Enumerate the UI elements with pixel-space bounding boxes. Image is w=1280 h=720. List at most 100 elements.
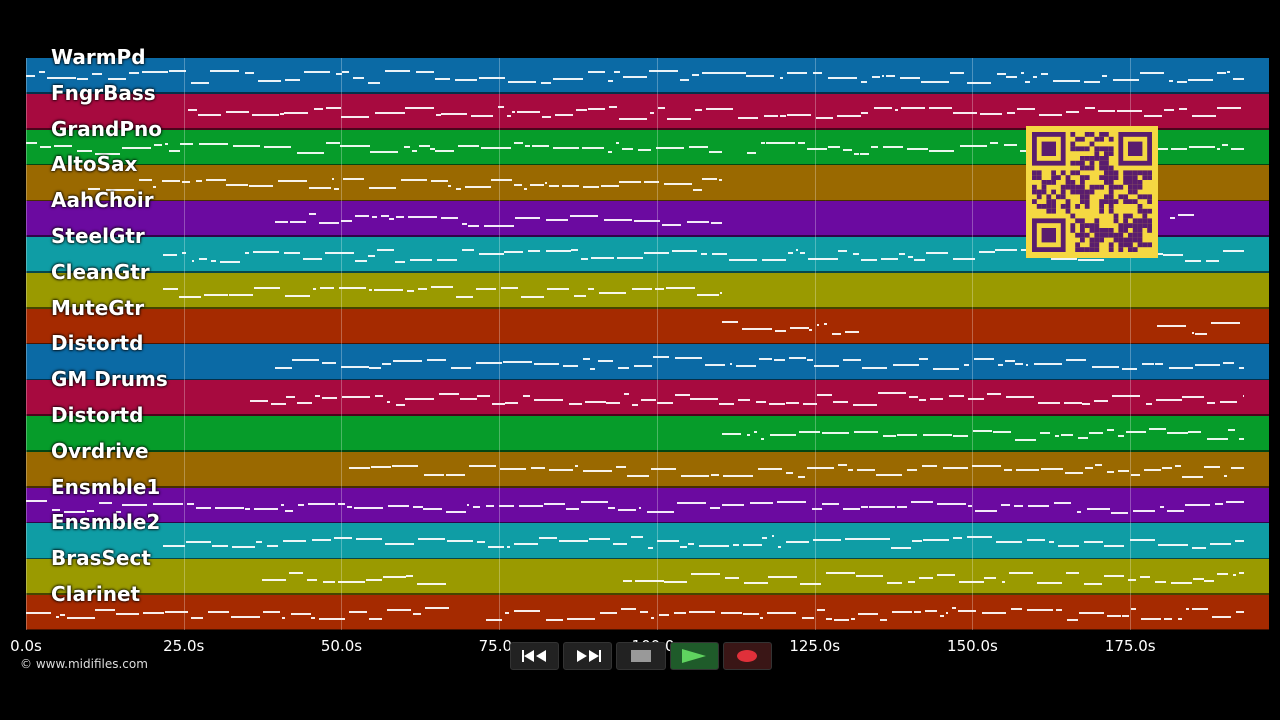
track-row (26, 487, 1269, 524)
note (1191, 547, 1206, 550)
note (1158, 543, 1188, 546)
note (696, 294, 720, 297)
note (451, 366, 472, 369)
note (342, 71, 350, 74)
note (436, 114, 441, 117)
rewind-button[interactable] (510, 642, 560, 670)
note (1055, 609, 1063, 612)
track-label: FngrBass (51, 80, 156, 105)
note (1177, 81, 1187, 84)
note (587, 70, 605, 73)
note (948, 394, 965, 397)
note (281, 504, 284, 507)
note (590, 256, 615, 259)
note (1231, 467, 1245, 470)
note (563, 365, 578, 368)
note (341, 116, 370, 119)
note (674, 394, 691, 397)
note (483, 225, 514, 228)
time-tick-label: 25.0s (163, 637, 205, 655)
note (729, 363, 733, 366)
note (1167, 510, 1185, 513)
note (168, 70, 187, 73)
note (481, 146, 512, 149)
note (607, 150, 613, 153)
note (308, 213, 317, 216)
note (812, 72, 823, 75)
note (544, 182, 547, 184)
note (771, 535, 775, 538)
note (861, 506, 869, 509)
note (1230, 148, 1245, 151)
note (39, 70, 46, 73)
note (208, 610, 230, 613)
stop-button[interactable] (616, 642, 666, 670)
record-button[interactable] (722, 642, 773, 670)
note (698, 544, 729, 547)
note (974, 358, 995, 361)
qr-code (1026, 126, 1158, 258)
note (1033, 75, 1038, 78)
track-band (26, 58, 1269, 95)
note (634, 219, 661, 222)
note (588, 538, 611, 541)
note (502, 361, 532, 364)
note (542, 115, 552, 118)
note (248, 185, 274, 188)
note (692, 74, 700, 77)
note (220, 260, 240, 263)
note (1188, 145, 1215, 148)
play-button[interactable] (669, 642, 719, 670)
note (1174, 465, 1181, 468)
note (723, 474, 754, 477)
note (162, 545, 186, 548)
track-label: GrandPno (51, 116, 162, 141)
note (558, 540, 589, 543)
note (583, 470, 612, 473)
note (554, 113, 573, 116)
note (1178, 108, 1187, 111)
track-row (26, 595, 1269, 630)
note (475, 288, 496, 291)
note (281, 617, 286, 620)
note (746, 434, 751, 437)
grid-line (1130, 58, 1132, 630)
note (679, 546, 687, 549)
note (415, 71, 434, 74)
note (267, 545, 279, 548)
note (986, 392, 1002, 395)
note (1130, 474, 1141, 477)
note (601, 184, 619, 187)
note (1066, 359, 1087, 362)
note (26, 612, 51, 615)
note (1112, 395, 1141, 397)
time-tick-label: 0.0s (10, 637, 42, 655)
note (860, 80, 867, 83)
note (108, 78, 127, 81)
note (674, 357, 702, 360)
note (1111, 511, 1129, 514)
track-band (26, 272, 1269, 310)
note (1028, 504, 1050, 507)
note (759, 357, 773, 360)
note (477, 394, 490, 397)
note (341, 396, 370, 399)
note (1089, 432, 1104, 435)
note (1177, 214, 1195, 217)
note (440, 217, 458, 220)
note (26, 142, 37, 145)
note (331, 178, 334, 181)
note (296, 401, 312, 404)
note (780, 114, 786, 117)
note (880, 258, 899, 261)
fast-forward-button[interactable] (563, 642, 613, 670)
note (1057, 545, 1079, 548)
note (952, 257, 976, 260)
note (1206, 437, 1229, 440)
note (323, 581, 335, 584)
note (1102, 75, 1108, 78)
note (705, 107, 734, 110)
note (981, 611, 1007, 614)
note (998, 364, 1003, 367)
note (788, 252, 794, 255)
